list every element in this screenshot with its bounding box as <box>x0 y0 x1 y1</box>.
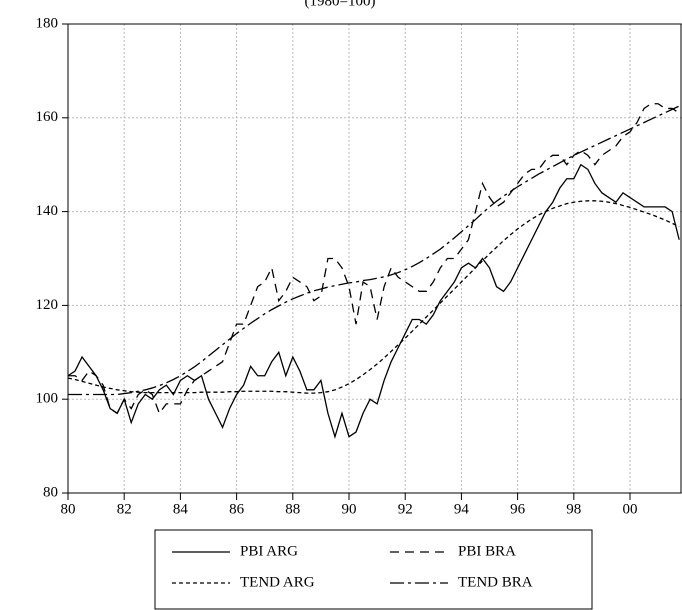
y-tick-label: 140 <box>36 203 59 219</box>
x-tick-label: 90 <box>342 501 357 517</box>
series-line <box>68 105 680 396</box>
x-tick-label: 00 <box>623 501 638 517</box>
y-tick-label: 180 <box>36 15 59 31</box>
x-tick-label: 88 <box>285 501 300 517</box>
x-tick-label: 86 <box>229 501 245 517</box>
chart-title: (1980=100) <box>305 0 376 9</box>
x-tick-label: 92 <box>398 501 413 517</box>
plot-frame <box>67 23 682 494</box>
legend-label: TEND ARG <box>240 574 315 590</box>
x-tick-label: 84 <box>173 501 189 517</box>
series-line <box>67 163 680 439</box>
series-line <box>67 200 680 394</box>
x-tick-label: 94 <box>454 501 470 517</box>
legend-label: PBI BRA <box>458 543 516 559</box>
series-line <box>68 103 680 415</box>
y-tick-label: 100 <box>36 391 59 407</box>
y-tick-label: 120 <box>36 297 59 313</box>
x-tick-label: 80 <box>61 501 76 517</box>
y-tick-label: 80 <box>43 484 58 500</box>
x-tick-label: 82 <box>117 501 132 517</box>
y-tick-label: 160 <box>36 109 59 125</box>
legend-label: PBI ARG <box>240 543 298 559</box>
legend-box <box>154 529 593 610</box>
legend-label: TEND BRA <box>458 574 533 590</box>
x-tick-label: 96 <box>510 501 526 517</box>
x-tick-label: 98 <box>566 501 581 517</box>
